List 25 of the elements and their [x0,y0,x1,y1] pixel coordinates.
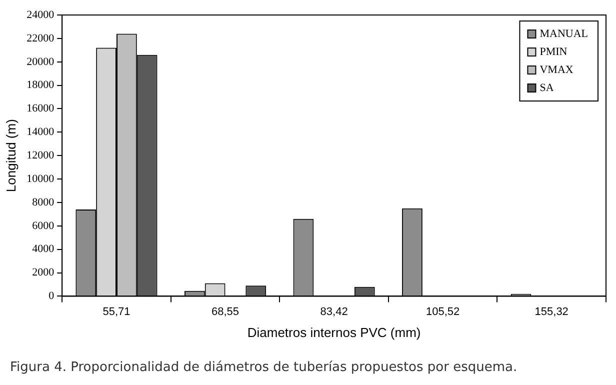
y-tick-label: 22000 [26,32,55,44]
y-tick-label: 2000 [32,266,55,279]
y-tick-label: 16000 [26,102,55,115]
y-tick-label: 18000 [26,79,55,92]
x-tick-label: 83,42 [320,306,348,318]
y-tick-label: 0 [48,290,55,302]
x-axis-title: Diametros internos PVC (mm) [247,324,421,340]
y-tick-label: 8000 [32,196,55,208]
x-tick-label: 68,55 [212,306,240,318]
y-tick-label: 6000 [32,220,55,232]
y-tick-label: 4000 [32,243,55,256]
legend-label: MANUAL [540,28,588,40]
x-tick-label: 55,71 [102,306,130,318]
y-tick-label: 10000 [26,172,55,185]
y-axis-title: Longitud (m) [3,119,18,192]
y-tick-label: 12000 [26,149,55,162]
y-tick-label: 24000 [26,8,55,21]
y-tick-label: 20000 [26,56,55,68]
y-tick-label: 14000 [26,126,55,138]
legend-label: SA [540,82,554,94]
x-tick-label: 105,52 [426,306,460,318]
x-tick-label: 155,32 [534,306,568,318]
legend-label: VMAX [540,64,574,76]
legend-label: PMIN [540,46,568,58]
text: Figura 4. Proporcionalidad de diámetros de tuberías propuestos por esquema. [10,360,518,375]
